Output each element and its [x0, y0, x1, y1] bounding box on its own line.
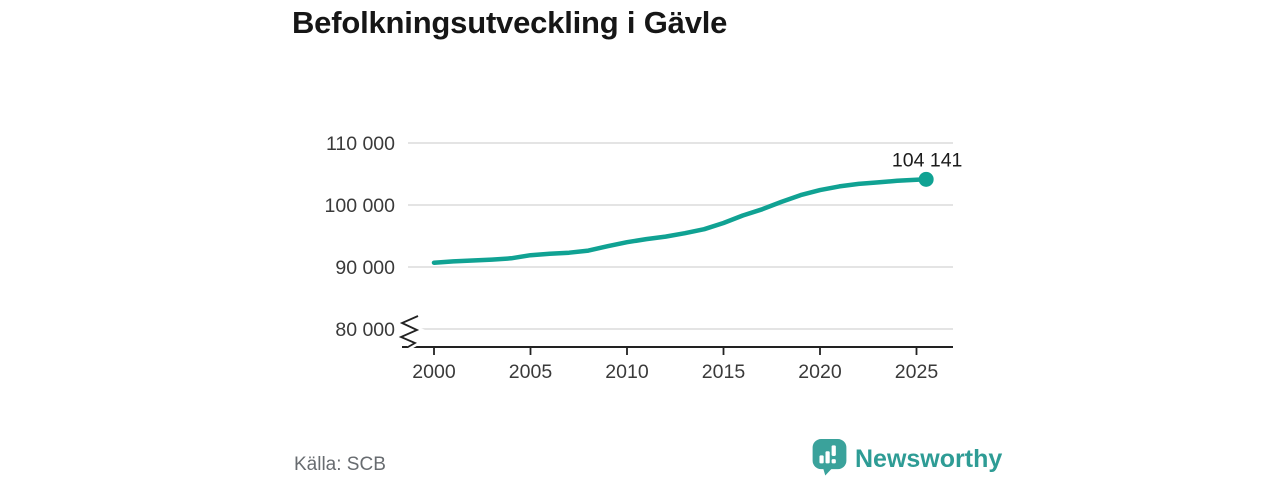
y-axis-tick-label: 80 000 — [335, 319, 395, 341]
newsworthy-logo: Newsworthy — [811, 438, 1002, 480]
source-attribution: Källa: SCB — [294, 454, 386, 475]
x-axis-tick-label: 2005 — [509, 361, 553, 383]
y-axis-tick-label: 110 000 — [326, 133, 395, 155]
newsworthy-chart-bubble-icon — [811, 438, 848, 480]
x-axis-tick-label: 2015 — [702, 361, 746, 383]
population-series-line — [431, 177, 929, 265]
chart-title: Befolkningsutveckling i Gävle — [292, 5, 728, 40]
population-line-chart: 110 000 100 000 90 000 80 000 2000 2005 2010 20… — [325, 133, 963, 383]
y-axis-tick-label: 100 000 — [325, 195, 396, 217]
endpoint-marker — [918, 171, 934, 187]
y-axis-tick-label: 90 000 — [335, 257, 395, 279]
x-axis-tick-label: 2010 — [605, 361, 649, 383]
x-axis-tick-label: 2000 — [412, 361, 456, 383]
y-axis-break-glyph — [398, 315, 420, 348]
newsworthy-logo-text: Newsworthy — [855, 445, 1003, 473]
endpoint-value-label: 104 141 — [892, 149, 963, 171]
x-axis-tick-label: 2025 — [895, 361, 939, 383]
x-axis-tick-label: 2020 — [798, 361, 842, 383]
